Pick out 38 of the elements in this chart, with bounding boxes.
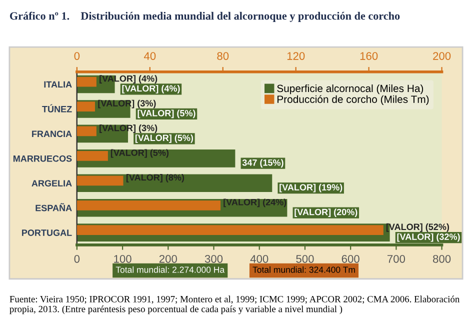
- x-tick-label: 700: [387, 254, 406, 263]
- x-tick-label: 100: [114, 254, 132, 263]
- annotation: [VALOR] (20%): [294, 208, 358, 218]
- annotation: [VALOR] (4%): [122, 85, 180, 94]
- annotation: [VALOR] (5%): [138, 110, 196, 118]
- annotation: [VALOR] (32%): [397, 233, 460, 242]
- annotation: [VALOR] (24%): [224, 198, 286, 208]
- y-tick-label: ESPAÑA: [36, 203, 72, 212]
- y-tick-label: ITALIA: [44, 81, 72, 88]
- y-tick-label: PORTUGAL: [22, 230, 72, 236]
- y-tick-label: MARRUECOS: [13, 155, 72, 162]
- annotation: 347 (15%): [242, 159, 284, 168]
- annotation: [VALOR] (5%): [110, 149, 169, 158]
- x2-tick-label: 80: [217, 52, 229, 60]
- x2-tick-label: 160: [360, 52, 378, 60]
- x2-tick-label: 120: [287, 52, 305, 60]
- text: Total mundial: 324.400 Tm: [252, 266, 355, 273]
- y-tick-label: TÚNEZ: [42, 104, 72, 112]
- x-tick-label: 200: [159, 254, 177, 263]
- source-note: Fuente: Vieira 1950; IPROCOR 1991, 1997; Montero et al, 1999; ICMC 1999; APCOR 2002; CMA 2006. Elaboración propia, 2013. (Entre paréntesis peso porcentual de cada país y variable a nivel mundial ): [10, 296, 460, 314]
- x2-tick-label: 200: [433, 52, 451, 60]
- annotation: [VALOR] (19%): [280, 184, 342, 192]
- x-tick-label: 600: [342, 254, 360, 263]
- legend-label: Producción de corcho (Miles Tm): [278, 95, 429, 106]
- x-tick-label: 0: [74, 254, 80, 263]
- x-tick-label: 500: [296, 254, 314, 263]
- x-tick-label: 400: [250, 254, 268, 263]
- x-tick-label: 800: [433, 254, 451, 263]
- chart-title: Gráfico nº 1. Distribución media mundial del alcornoque y producción de corcho: [10, 12, 400, 22]
- y-tick-label: ARGELIA: [32, 180, 72, 187]
- legend-label: Superficie alcornocal (Miles Ha): [277, 84, 424, 94]
- annotation: [VALOR] (8%): [126, 174, 184, 182]
- y-tick-label: FRANCIA: [32, 130, 72, 138]
- x2-tick-label: 0: [74, 52, 80, 60]
- x-tick-label: 300: [204, 254, 223, 263]
- x2-tick-label: 40: [144, 52, 156, 60]
- text: Total mundial: 2.274.000 Ha: [116, 266, 225, 273]
- annotation: [VALOR] (5%): [135, 134, 194, 143]
